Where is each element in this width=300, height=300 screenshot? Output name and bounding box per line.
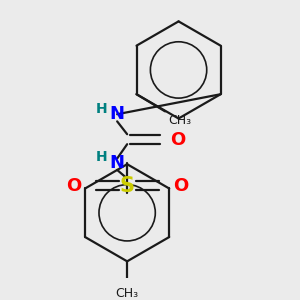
Text: CH₃: CH₃ [116, 287, 139, 300]
Text: S: S [120, 176, 135, 196]
Text: H: H [96, 101, 107, 116]
Text: H: H [96, 150, 107, 164]
Text: N: N [110, 105, 125, 123]
Text: O: O [66, 177, 81, 195]
Text: O: O [170, 131, 185, 149]
Text: N: N [110, 154, 125, 172]
Text: O: O [173, 177, 188, 195]
Text: CH₃: CH₃ [168, 114, 191, 127]
